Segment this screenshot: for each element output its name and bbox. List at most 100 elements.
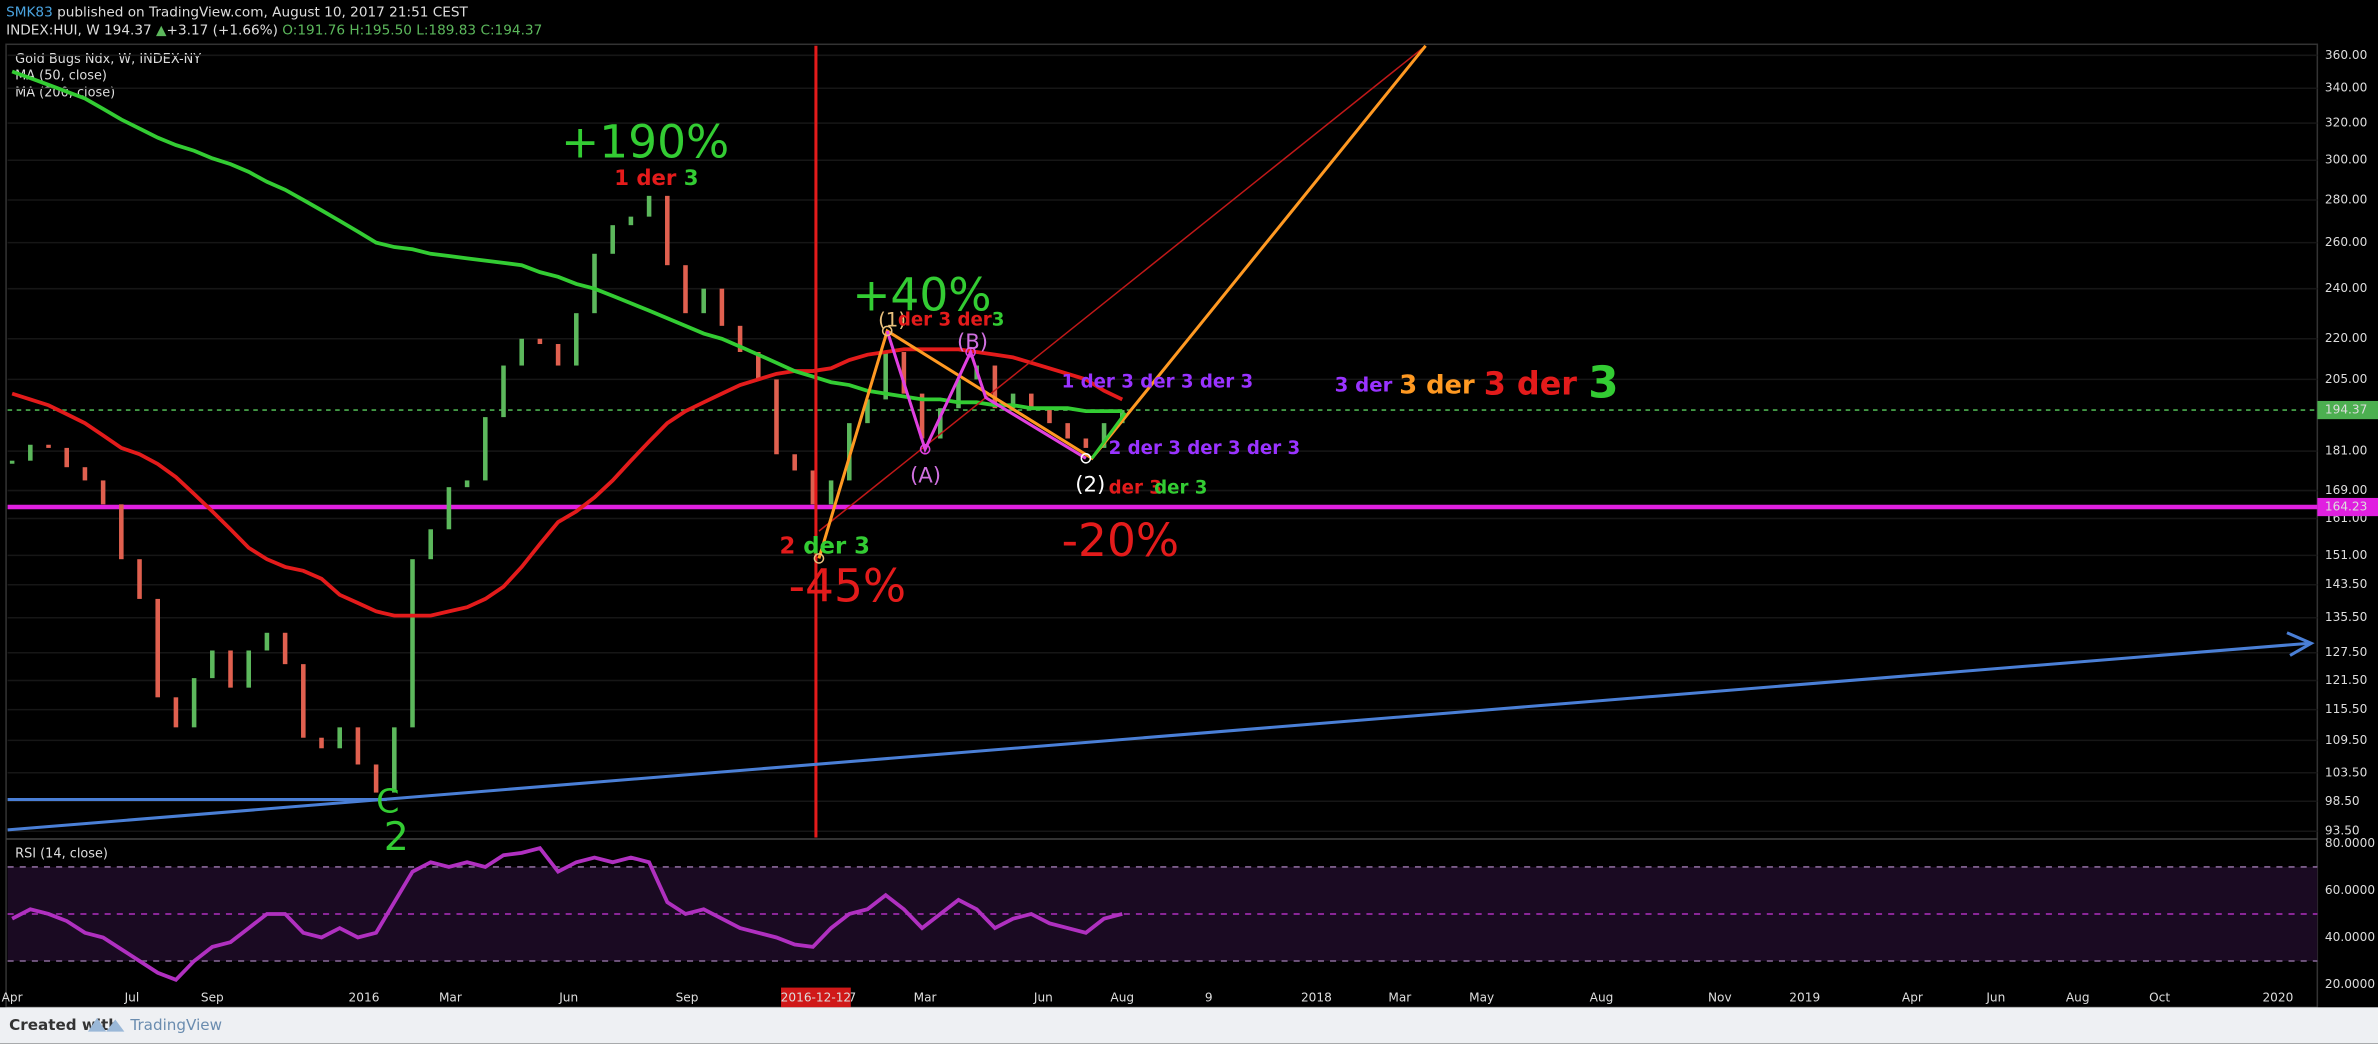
x-tick-label: 2019 xyxy=(1789,991,1820,1005)
price-bar xyxy=(683,265,688,314)
x-tick-label: 9 xyxy=(1205,991,1213,1005)
rsi-tick-label: 80.0000 xyxy=(2325,836,2375,850)
x-tick-label: Aug xyxy=(2066,991,2090,1005)
legend-symbol: Gold Bugs Ndx, W, INDEX-NY xyxy=(15,52,201,67)
wave-line xyxy=(885,330,1087,460)
annotation-part: der 3 xyxy=(795,533,870,559)
last-price-label: 194.37 xyxy=(2325,403,2367,417)
annotation-part: 3 der xyxy=(1335,373,1400,396)
price-bar xyxy=(246,650,251,688)
line xyxy=(11,845,1123,983)
price-bar xyxy=(774,379,779,455)
x-tick-label: Nov xyxy=(1708,991,1732,1005)
arrow-head xyxy=(2286,631,2315,657)
level-box xyxy=(2317,497,2378,517)
price-bar xyxy=(319,737,324,749)
price-bar xyxy=(428,529,433,560)
wave-line xyxy=(1090,411,1127,460)
y-tick-label: 121.50 xyxy=(2325,673,2367,687)
price-bar xyxy=(956,379,961,409)
price-bar xyxy=(810,470,816,505)
annotation-part: -20% xyxy=(1062,514,1180,567)
price-bar xyxy=(173,697,179,728)
price-bar xyxy=(28,444,33,461)
pivot xyxy=(813,553,825,564)
annotation-part: (1) xyxy=(878,308,906,331)
annotation: 1 der 3 der 3 der 3 xyxy=(1062,371,1254,392)
y-tick-label: 103.50 xyxy=(2325,765,2367,779)
y-tick-label: 220.00 xyxy=(2325,331,2367,345)
y-tick-label: 98.50 xyxy=(2325,794,2360,808)
y-tick-label: 320.00 xyxy=(2325,116,2367,130)
price-bar xyxy=(100,480,106,505)
price-bar xyxy=(119,504,124,560)
x-tick-label: May xyxy=(1469,991,1494,1005)
annotation-part: 1 der xyxy=(614,166,677,191)
price-bar xyxy=(483,417,488,481)
price-bar xyxy=(737,325,743,352)
annotation: 1 der 3 xyxy=(614,166,698,191)
byline: published on TradingView.com, August 10,… xyxy=(57,4,468,20)
price-bar xyxy=(1083,438,1089,448)
x-tick-label: Aug xyxy=(1110,991,1134,1005)
price-bar xyxy=(883,351,888,400)
annotation-part: -45% xyxy=(789,559,907,612)
price-bar xyxy=(719,288,725,326)
annotations: +190%1 der 3+40%(1)der 3 der3(B)(A)1 der… xyxy=(376,115,1619,860)
grid: 360.00340.00320.00300.00280.00260.00240.… xyxy=(2,48,2375,1008)
annotation: -45% xyxy=(789,559,907,612)
price-bar xyxy=(592,253,597,314)
price-bar xyxy=(446,487,452,530)
close: C:194.37 xyxy=(480,23,542,39)
annotation-part: +40% xyxy=(852,268,991,321)
price-bar xyxy=(301,664,306,738)
annotation: -20% xyxy=(1062,514,1180,567)
y-tick-label: 143.50 xyxy=(2325,577,2367,591)
y-tick-label: 151.00 xyxy=(2325,548,2367,562)
annotation: C xyxy=(376,781,399,820)
annotation-part: 3 xyxy=(992,309,1005,330)
y-tick-label: 260.00 xyxy=(2325,235,2367,249)
x-tick-label: Jun xyxy=(558,991,578,1005)
x-tick-label: Sep xyxy=(676,991,699,1005)
annotation: der 3 xyxy=(1109,478,1162,499)
author: SMK83 xyxy=(6,4,53,20)
annotation: 2 xyxy=(384,813,409,859)
x-tick-label: Oct xyxy=(2149,991,2170,1005)
arrow: ▲ xyxy=(156,23,167,39)
price-bar xyxy=(1065,423,1070,439)
header-line-1: SMK83 published on TradingView.com, Augu… xyxy=(6,4,468,20)
annotation-part: (A) xyxy=(910,464,941,489)
annotation: +40% xyxy=(852,268,991,321)
annotation-part: +190% xyxy=(561,115,729,168)
annotation: der 3 der3 xyxy=(898,309,1005,330)
price-bar xyxy=(901,351,907,394)
y-tick-label: 181.00 xyxy=(2325,444,2367,458)
price-bar xyxy=(410,559,415,728)
price-bar xyxy=(610,225,615,254)
annotation-part: 3 xyxy=(676,166,698,191)
price-bar xyxy=(64,447,70,468)
high: H:195.50 xyxy=(349,23,412,39)
price-bar xyxy=(519,338,524,366)
price-bar xyxy=(665,195,670,266)
price-bar xyxy=(9,460,15,464)
price-bar xyxy=(373,764,379,793)
price-bar xyxy=(191,678,197,728)
annotation: der 3 xyxy=(1154,478,1207,499)
y-tick-label: 169.00 xyxy=(2325,483,2367,497)
logo xyxy=(87,1017,125,1032)
x-tick-label: Jun xyxy=(1985,991,2005,1005)
rsi-title: RSI (14, close) xyxy=(15,847,108,862)
price-bar xyxy=(264,632,270,651)
annotation: +190% xyxy=(561,115,729,168)
price-bar xyxy=(228,650,233,688)
annotation-part: 3 der xyxy=(1484,365,1588,403)
line xyxy=(11,347,1124,618)
price-bar xyxy=(1047,408,1052,424)
footer-bg xyxy=(0,1007,2378,1044)
x-tick-label: Jun xyxy=(1033,991,1053,1005)
price-bar xyxy=(464,480,470,488)
price-bar xyxy=(1101,423,1107,448)
